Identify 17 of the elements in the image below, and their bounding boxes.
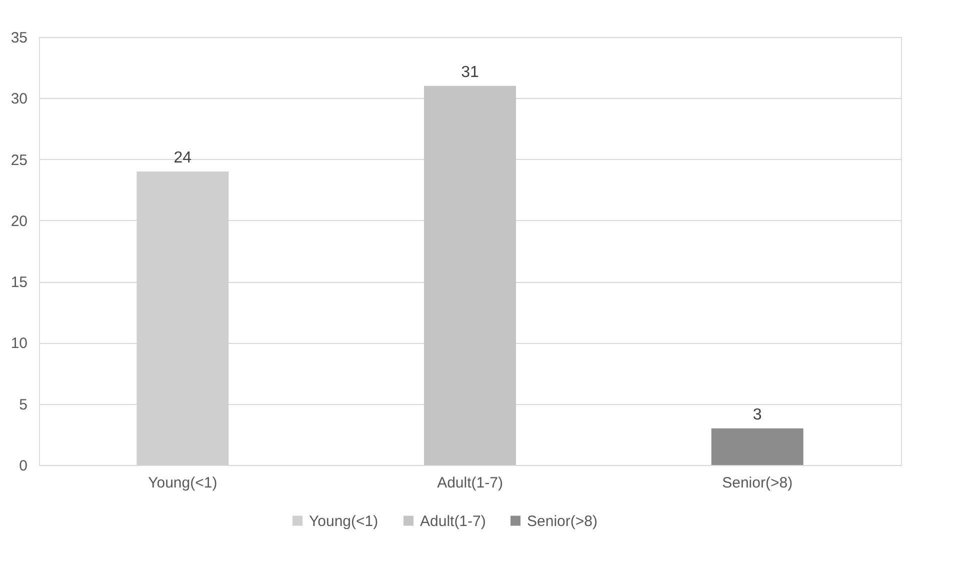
data-label: 24 — [174, 150, 192, 167]
y-tick-label: 35 — [10, 30, 28, 46]
y-tick-label: 10 — [10, 335, 28, 352]
x-tick-label: Adult(1-7) — [437, 474, 503, 492]
y-tick-label: 5 — [19, 396, 28, 414]
legend-label: Young(<1) — [309, 512, 378, 530]
y-tick-label: 30 — [10, 90, 28, 108]
x-tick-label: Senior(>8) — [722, 474, 793, 492]
data-label: 31 — [461, 64, 479, 81]
x-tick-label: Young(<1) — [148, 474, 218, 492]
legend-label: Senior(>8) — [527, 512, 598, 530]
data-label: 3 — [752, 406, 762, 424]
y-tick-label: 0 — [19, 458, 28, 474]
y-tick-label: 20 — [10, 212, 28, 230]
legend-label: Adult(1-7) — [420, 512, 486, 530]
y-tick-label: 25 — [10, 152, 28, 169]
y-tick-label: 15 — [10, 274, 28, 292]
